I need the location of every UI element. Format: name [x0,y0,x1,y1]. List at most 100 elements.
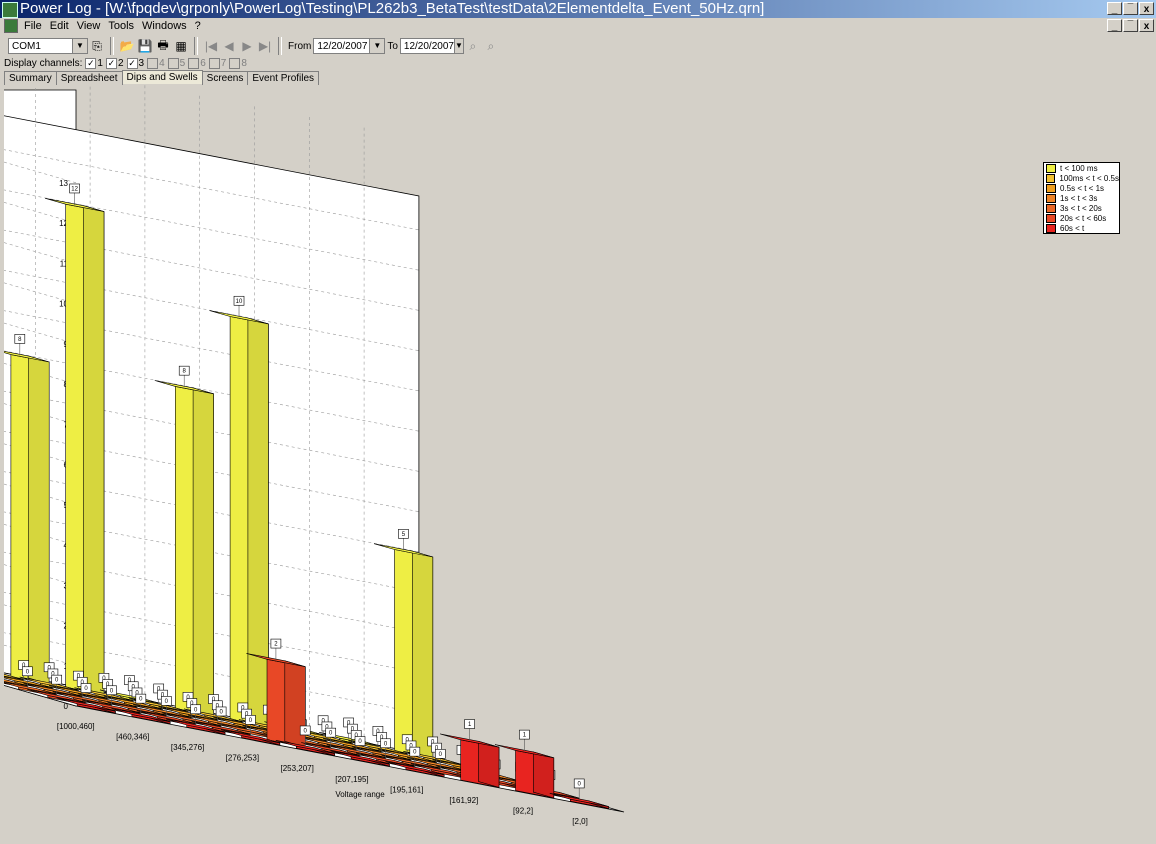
data-label: 0 [329,731,333,737]
toolbar-separator [110,37,114,55]
data-label: 0 [161,693,165,699]
x-tick-label: [161,92] [449,796,478,805]
save-icon[interactable]: 💾 [137,39,153,53]
menu-tools[interactable]: Tools [108,20,135,32]
channel-2-checkbox[interactable]: ✓ [105,57,117,69]
tab-spreadsheet[interactable]: Spreadsheet [55,71,123,85]
bar-side-face [411,550,434,759]
menu-windows[interactable]: Windows [142,20,187,32]
menu-edit[interactable]: Edit [49,20,69,32]
data-label: 0 [26,669,30,675]
legend-item: 60s < t [1044,223,1119,233]
data-label: 0 [190,701,194,707]
channel-5-checkbox[interactable] [167,57,179,69]
open-folder-icon[interactable]: 📂 [119,39,135,53]
channel-8-checkbox[interactable] [229,57,241,69]
data-label: 0 [431,739,435,745]
data-label-box [69,183,80,194]
bar-side-face [532,751,555,799]
channel-4-checkbox[interactable] [147,57,159,69]
data-label: 0 [376,729,380,735]
channel-7-checkbox[interactable] [208,57,220,69]
previous-icon[interactable]: ◀ [224,39,234,53]
menu-view[interactable]: View [76,20,101,32]
menu-file[interactable]: File [24,20,42,32]
menu-help[interactable]: ? [194,20,201,32]
close-button[interactable]: x [1139,2,1154,15]
data-label: 0 [435,746,439,752]
connect-icon[interactable]: ⎘ [92,38,102,53]
channel-3-checkbox[interactable]: ✓ [126,57,138,69]
data-label: 0 [77,674,81,680]
to-date-value: 12/20/2007 [403,40,454,52]
data-label: 0 [380,735,384,741]
doc-restore-button[interactable]: ̅ [1123,19,1138,32]
data-label-box [380,738,391,749]
tab-event-profiles[interactable]: Event Profiles [247,71,320,85]
x-tick-label: [460,346] [116,732,149,741]
x-tick-label: [207,195] [335,775,368,784]
chart-area: 012345678910111213Number of eventsVoltag… [0,63,1156,841]
channel-1-label: 1 [97,57,103,69]
data-label: 1 [523,733,527,739]
x-tick-label: [1000,460] [57,722,95,731]
from-date-value: 12/20/2007 [317,40,368,52]
channel-6-checkbox[interactable] [188,57,200,69]
legend-item: 100ms < t < 0.5s [1044,173,1119,183]
data-label: 0 [249,718,253,724]
to-date-picker[interactable]: 12/20/2007 ▼ [399,38,464,54]
tab-summary[interactable]: Summary [4,71,57,85]
data-label: 8 [18,337,22,343]
data-label-box [325,727,337,738]
zoom-in-icon[interactable]: ⌕ [469,38,477,53]
data-label: 0 [245,712,249,718]
bar-top-face [0,350,50,363]
y-tick-label: 0 [64,702,69,711]
legend-swatch [1046,183,1056,193]
data-label-box [464,719,475,729]
doc-minimize-button[interactable]: _ [1107,19,1122,32]
legend-swatch [1046,193,1056,203]
data-label: 0 [406,737,410,743]
print-icon[interactable]: 🖶 [157,37,169,52]
legend-label: 3s < t < 20s [1060,203,1102,213]
document-icon[interactable] [4,19,18,33]
data-label: 0 [157,686,161,692]
data-label: 0 [81,680,85,686]
doc-close-button[interactable]: x [1139,19,1154,32]
zoom-out-icon[interactable]: ⌕ [487,38,495,53]
export-icon[interactable]: ▦ [175,39,187,53]
legend-item: 3s < t < 20s [1044,203,1119,213]
data-label: 0 [439,752,443,758]
minimize-button[interactable]: _ [1107,2,1122,15]
title-bar: Power Log - [W:\fpqdev\grponly\PowerLog\… [0,0,1156,18]
data-label: 0 [47,665,51,671]
y-tick-label: 13 [59,179,68,188]
next-icon[interactable]: ▶ [242,39,252,53]
data-label-box [435,749,446,759]
menu-bar: File Edit View Tools Windows ? [0,18,1156,34]
chart-legend: t < 100 ms 100ms < t < 0.5s 0.5s < t < 1s 1… [1043,162,1120,234]
tab-dips-and-swells[interactable]: Dips and Swells [121,70,203,84]
tab-screens[interactable]: Screens [201,71,249,85]
port-select[interactable]: COM1 ▼ [8,38,88,54]
display-channels-bar: Display channels: ✓ 1 ✓ 2 ✓ 3 4 5 6 7 8 [0,56,247,70]
data-label-box [51,674,63,685]
data-label-box [409,746,421,757]
data-label-box [135,693,147,704]
bar-top-face [0,672,24,681]
last-icon[interactable]: ▶| [258,39,272,53]
data-label: 0 [194,707,198,713]
bar-top-face [440,733,500,748]
data-label: 0 [216,703,220,709]
app-icon[interactable] [2,2,18,18]
channel-1-checkbox[interactable]: ✓ [85,57,97,69]
data-label: 0 [139,697,143,703]
first-icon[interactable]: |◀ [204,39,218,53]
channel-2-label: 2 [117,57,124,69]
data-label: 0 [325,724,329,730]
legend-label: 100ms < t < 0.5s [1059,173,1119,183]
maximize-button[interactable]: ̅ [1123,2,1138,15]
legend-item: t < 100 ms [1044,163,1119,173]
from-date-picker[interactable]: 12/20/2007 ▼ [313,38,386,54]
